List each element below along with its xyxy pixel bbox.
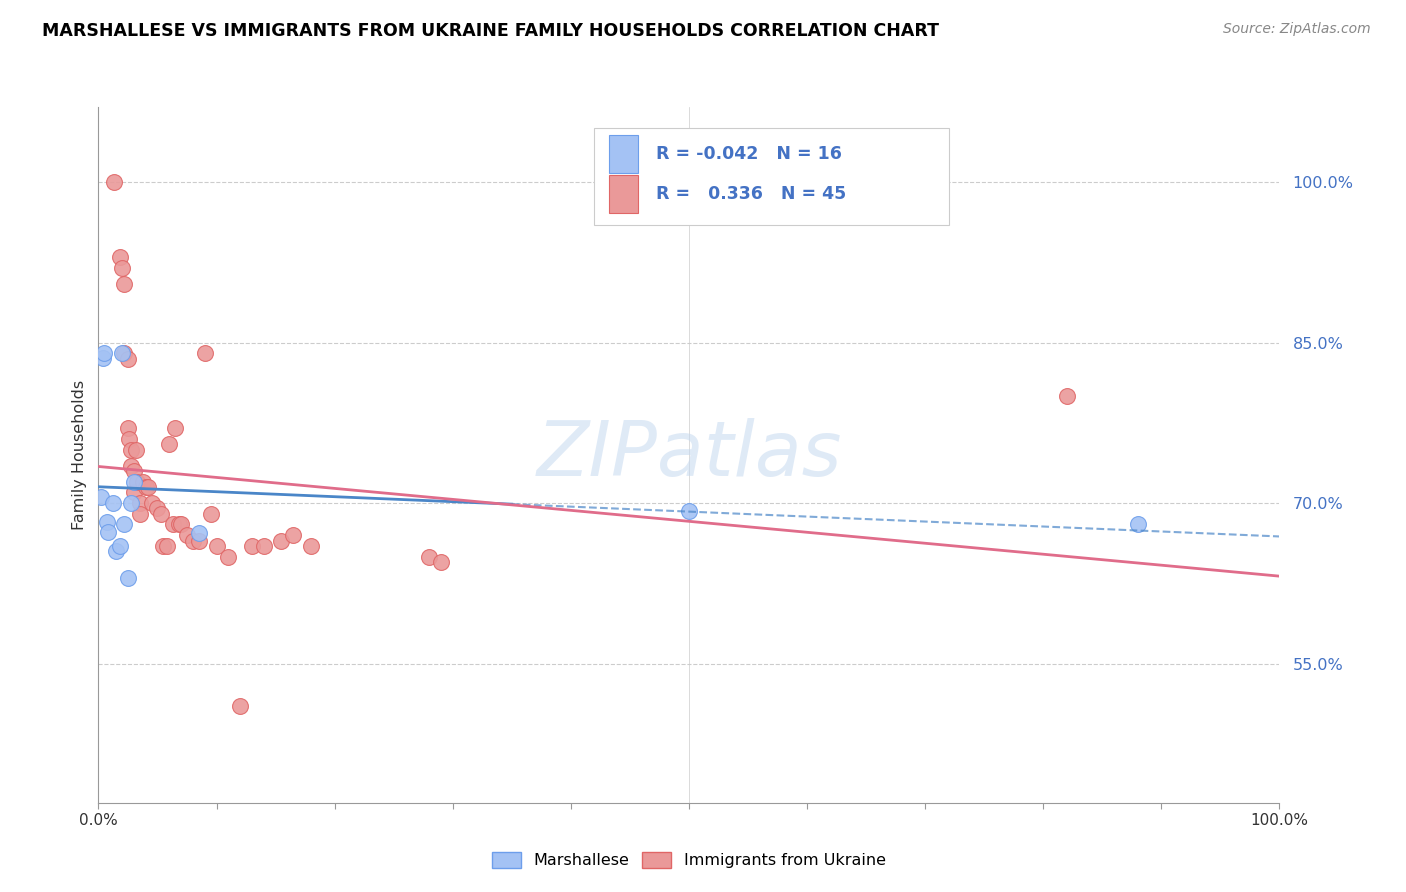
Point: [205, 539, 228, 553]
Text: ZIPatlas: ZIPatlas: [536, 418, 842, 491]
Point: [157, 437, 180, 451]
Point: [128, 496, 150, 510]
Point: [111, 260, 134, 275]
Y-axis label: Family Households: Family Households: [72, 380, 87, 530]
Point: [156, 539, 179, 553]
Point: [91, 351, 114, 365]
Point: [194, 346, 217, 360]
Point: [170, 517, 193, 532]
Point: [90, 490, 112, 504]
Point: [418, 549, 440, 564]
Point: [146, 501, 169, 516]
Point: [125, 442, 148, 457]
FancyBboxPatch shape: [609, 136, 638, 173]
Point: [283, 528, 305, 542]
Point: [122, 475, 145, 489]
Text: R = -0.042   N = 16: R = -0.042 N = 16: [655, 145, 842, 163]
Point: [96, 516, 118, 530]
Point: [240, 539, 263, 553]
Point: [127, 475, 149, 489]
Text: R =   0.336   N = 45: R = 0.336 N = 45: [655, 185, 846, 203]
Point: [181, 533, 204, 548]
Point: [1126, 517, 1149, 532]
Legend: Marshallese, Immigrants from Ukraine: Marshallese, Immigrants from Ukraine: [485, 846, 893, 875]
Point: [176, 528, 198, 542]
Point: [165, 421, 187, 435]
Point: [122, 464, 145, 478]
Point: [121, 442, 143, 457]
Point: [217, 549, 239, 564]
Point: [93, 346, 115, 360]
Point: [229, 699, 252, 714]
Point: [112, 517, 135, 532]
FancyBboxPatch shape: [609, 175, 638, 213]
Point: [112, 277, 135, 291]
Point: [103, 175, 125, 189]
Point: [121, 458, 143, 473]
FancyBboxPatch shape: [595, 128, 949, 226]
Point: [117, 571, 139, 585]
Point: [430, 555, 453, 569]
Point: [150, 507, 173, 521]
Point: [135, 480, 157, 494]
Point: [97, 524, 120, 539]
Point: [141, 496, 163, 510]
Point: [118, 432, 141, 446]
Point: [117, 351, 139, 366]
Text: Source: ZipAtlas.com: Source: ZipAtlas.com: [1223, 22, 1371, 37]
Point: [112, 346, 135, 360]
Point: [187, 533, 209, 548]
Point: [121, 496, 143, 510]
Point: [200, 507, 222, 521]
Point: [167, 517, 190, 532]
Text: MARSHALLESE VS IMMIGRANTS FROM UKRAINE FAMILY HOUSEHOLDS CORRELATION CHART: MARSHALLESE VS IMMIGRANTS FROM UKRAINE F…: [42, 22, 939, 40]
Point: [101, 496, 124, 510]
Point: [111, 346, 134, 360]
Point: [187, 526, 209, 541]
Point: [117, 421, 139, 435]
Point: [108, 250, 131, 264]
Point: [299, 539, 322, 553]
Point: [253, 539, 276, 553]
Point: [105, 544, 128, 558]
Point: [122, 485, 145, 500]
Point: [152, 539, 174, 553]
Point: [678, 503, 700, 517]
Point: [108, 539, 131, 553]
Point: [270, 533, 292, 548]
Point: [1056, 389, 1078, 403]
Point: [128, 507, 150, 521]
Point: [136, 480, 159, 494]
Point: [132, 475, 155, 489]
Point: [162, 517, 184, 532]
